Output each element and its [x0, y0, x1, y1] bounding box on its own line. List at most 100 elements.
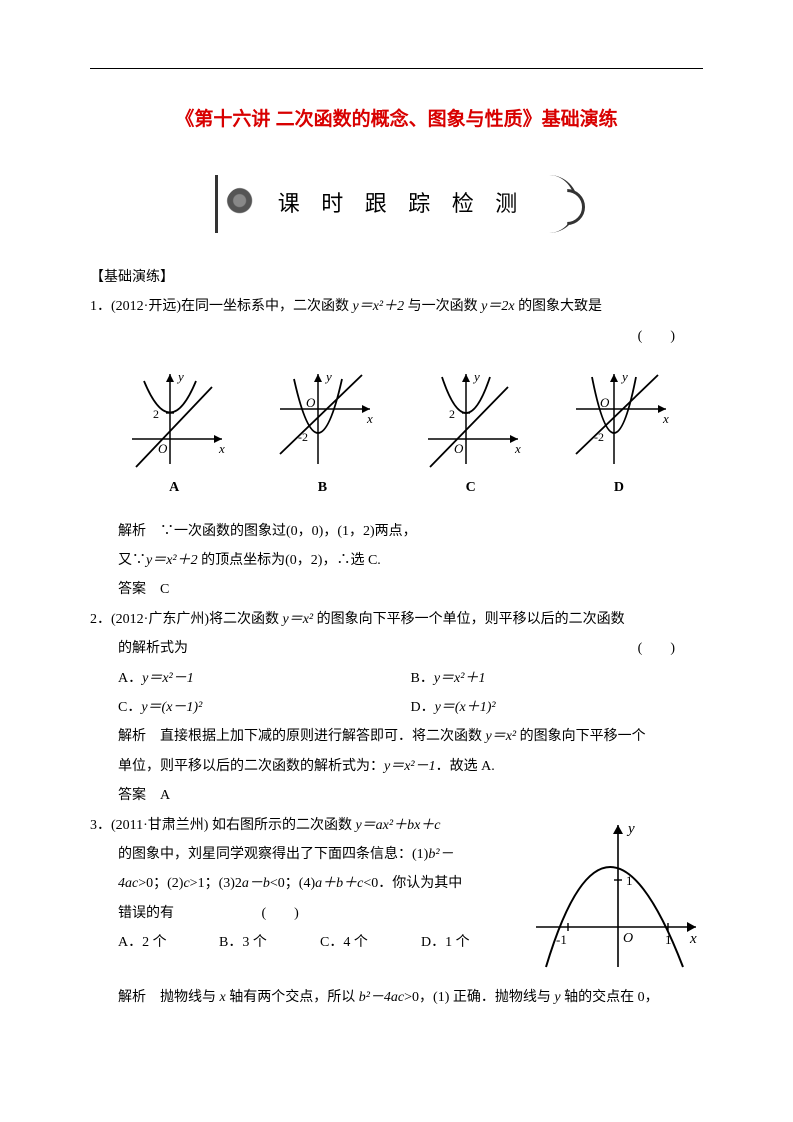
- q3-text-k: a＋b＋c: [315, 876, 363, 891]
- q3-text-h: >1；(3)2: [190, 876, 242, 891]
- q1-label-d: D: [566, 473, 671, 502]
- banner-wrap: 课 时 跟 踪 检 测: [90, 175, 703, 233]
- q3-optB: 3 个: [242, 935, 267, 950]
- svg-text:y: y: [324, 369, 332, 384]
- q1-eq1: y＝x²＋2: [353, 299, 405, 314]
- q1-eq2: y＝2x: [481, 299, 514, 314]
- q3-text-j: <0；(4): [270, 876, 315, 891]
- q2-explain-2: 单位，则平移以后的二次函数的解析式为：y＝x²－1．故选 A.: [90, 752, 703, 781]
- q3-opt-a: A．2 个: [118, 928, 219, 957]
- q3-text-e: 4ac: [118, 876, 138, 891]
- q3-explain: 解析 抛物线与 x 轴有两个交点，所以 b²－4ac>0，(1) 正确．抛物线与…: [90, 983, 703, 1012]
- q3-text-c: 的图象中，刘星同学观察得出了下面四条信息：(1): [118, 847, 428, 862]
- q3-optC: 4 个: [343, 935, 368, 950]
- svg-text:x: x: [218, 441, 225, 456]
- section-banner: 课 时 跟 踪 检 测: [215, 175, 579, 233]
- q2-optA: y＝x²－1: [142, 671, 194, 686]
- q3-figure: x y O -1 1 1: [528, 817, 703, 983]
- q2-exp-c: 的图象向下平移一个: [516, 729, 646, 744]
- q1-paren: ( ): [638, 329, 675, 344]
- q1-source: (2012·开远): [111, 299, 181, 314]
- page-top-rule: [90, 68, 703, 69]
- svg-text:-2: -2: [298, 430, 308, 444]
- svg-text:y: y: [626, 821, 635, 837]
- q3-wrap: x y O -1 1 1 3．(2011·甘肃兰州) 如右图所示的二次函数 y＝…: [90, 811, 703, 1013]
- q1-exp2-c: 的顶点坐标为(0，2)，∴选 C.: [198, 553, 381, 568]
- svg-text:O: O: [306, 395, 316, 410]
- q1-answer: 答案 C: [90, 575, 703, 604]
- q1-graph-c: x y O 2 C: [418, 369, 523, 502]
- q3-optD-lbl: D．: [421, 935, 445, 950]
- q1-number: 1．: [90, 299, 111, 314]
- q3-text-i: a－b: [242, 876, 270, 891]
- svg-text:O: O: [600, 395, 610, 410]
- q1-graph-row: x y O 2 A x y O -2 B: [100, 369, 693, 502]
- q2-opt-c: C．y＝(x－1)²: [118, 693, 411, 722]
- q3-opt-b: B．3 个: [219, 928, 320, 957]
- q3-text-m: 错误的有: [118, 906, 174, 921]
- q2-optB-lbl: B．: [411, 671, 434, 686]
- q2-opt-d: D．y＝(x＋1)²: [411, 693, 704, 722]
- q3-text-d: b²－: [428, 847, 453, 862]
- page-title: 《第十六讲 二次函数的概念、图象与性质》基础演练: [90, 100, 703, 140]
- q1-graph-b: x y O -2 B: [270, 369, 375, 502]
- q1-label-a: A: [122, 473, 227, 502]
- q3-opt-c: C．4 个: [320, 928, 421, 957]
- q2-exp-a: 解析 直接根据上加下减的原则进行解答即可．将二次函数: [118, 729, 486, 744]
- q3-exp-d: b²－4ac: [359, 990, 404, 1005]
- q1-text-e: 的图象大致是: [515, 299, 603, 314]
- svg-text:2: 2: [449, 407, 455, 421]
- q2-opt-b: B．y＝x²＋1: [411, 664, 704, 693]
- svg-text:x: x: [514, 441, 521, 456]
- q3-optA-lbl: A．: [118, 935, 142, 950]
- q2-source: (2012·广东广州): [111, 612, 209, 627]
- q2-stem-line1: 2．(2012·广东广州)将二次函数 y＝x² 的图象向下平移一个单位，则平移以…: [90, 605, 703, 634]
- q1-graph-a: x y O 2 A: [122, 369, 227, 502]
- q3-exp-g: 轴的交点在 0，: [561, 990, 659, 1005]
- svg-text:y: y: [176, 369, 184, 384]
- q2-optC: y＝(x－1)²: [141, 700, 202, 715]
- q1-label-c: C: [418, 473, 523, 502]
- q2-explain-1: 解析 直接根据上加下减的原则进行解答即可．将二次函数 y＝x² 的图象向下平移一…: [90, 722, 703, 751]
- q2-exp-d: 单位，则平移以后的二次函数的解析式为：: [118, 759, 384, 774]
- q1-stem: 1．(2012·开远)在同一坐标系中，二次函数 y＝x²＋2 与一次函数 y＝2…: [90, 292, 703, 321]
- svg-text:O: O: [623, 931, 633, 946]
- q2-optD: y＝(x＋1)²: [435, 700, 496, 715]
- q2-optC-lbl: C．: [118, 700, 141, 715]
- q3-exp-c: 轴有两个交点，所以: [226, 990, 359, 1005]
- q3-optC-lbl: C．: [320, 935, 343, 950]
- svg-text:y: y: [620, 369, 628, 384]
- q3-text-l: <0．你认为其中: [363, 876, 462, 891]
- q1-explain-1: 解析 ∵一次函数的图象过(0，0)，(1，2)两点，: [90, 517, 703, 546]
- q2-exp-b: y＝x²: [486, 729, 517, 744]
- q1-exp2-b: y＝x²＋2: [146, 553, 198, 568]
- q1-label-b: B: [270, 473, 375, 502]
- q3-optB-lbl: B．: [219, 935, 242, 950]
- q3-eq1: y＝ax²＋bx＋c: [355, 818, 440, 833]
- q2-text-d: 的解析式为: [118, 641, 188, 656]
- q2-eq1: y＝x²: [283, 612, 314, 627]
- q2-opt-a: A．y＝x²－1: [118, 664, 411, 693]
- q1-text-a: 在同一坐标系中，二次函数: [181, 299, 353, 314]
- svg-text:y: y: [472, 369, 480, 384]
- q2-optB: y＝x²＋1: [434, 671, 486, 686]
- q2-text-a: 将二次函数: [209, 612, 283, 627]
- q3-exp-e: >0，(1) 正确．抛物线与: [404, 990, 554, 1005]
- q2-opts-row1: A．y＝x²－1 B．y＝x²＋1: [90, 664, 703, 693]
- q3-exp-a: 解析 抛物线与: [118, 990, 220, 1005]
- q3-opt-d: D．1 个: [421, 928, 522, 957]
- q3-optD: 1 个: [445, 935, 470, 950]
- q2-paren: ( ): [638, 634, 703, 663]
- section-header: 【基础演练】: [90, 263, 703, 292]
- q1-explain-2: 又∵y＝x²＋2 的顶点坐标为(0，2)，∴选 C.: [90, 546, 703, 575]
- q3-number: 3．: [90, 818, 111, 833]
- svg-text:O: O: [454, 441, 464, 456]
- q2-answer: 答案 A: [90, 781, 703, 810]
- q3-source: (2011·甘肃兰州): [111, 818, 208, 833]
- svg-text:-2: -2: [594, 430, 604, 444]
- svg-text:2: 2: [153, 407, 159, 421]
- q2-optD-lbl: D．: [411, 700, 435, 715]
- q2-number: 2．: [90, 612, 111, 627]
- q3-optA: 2 个: [142, 935, 167, 950]
- q1-paren-line: ( ): [90, 322, 703, 351]
